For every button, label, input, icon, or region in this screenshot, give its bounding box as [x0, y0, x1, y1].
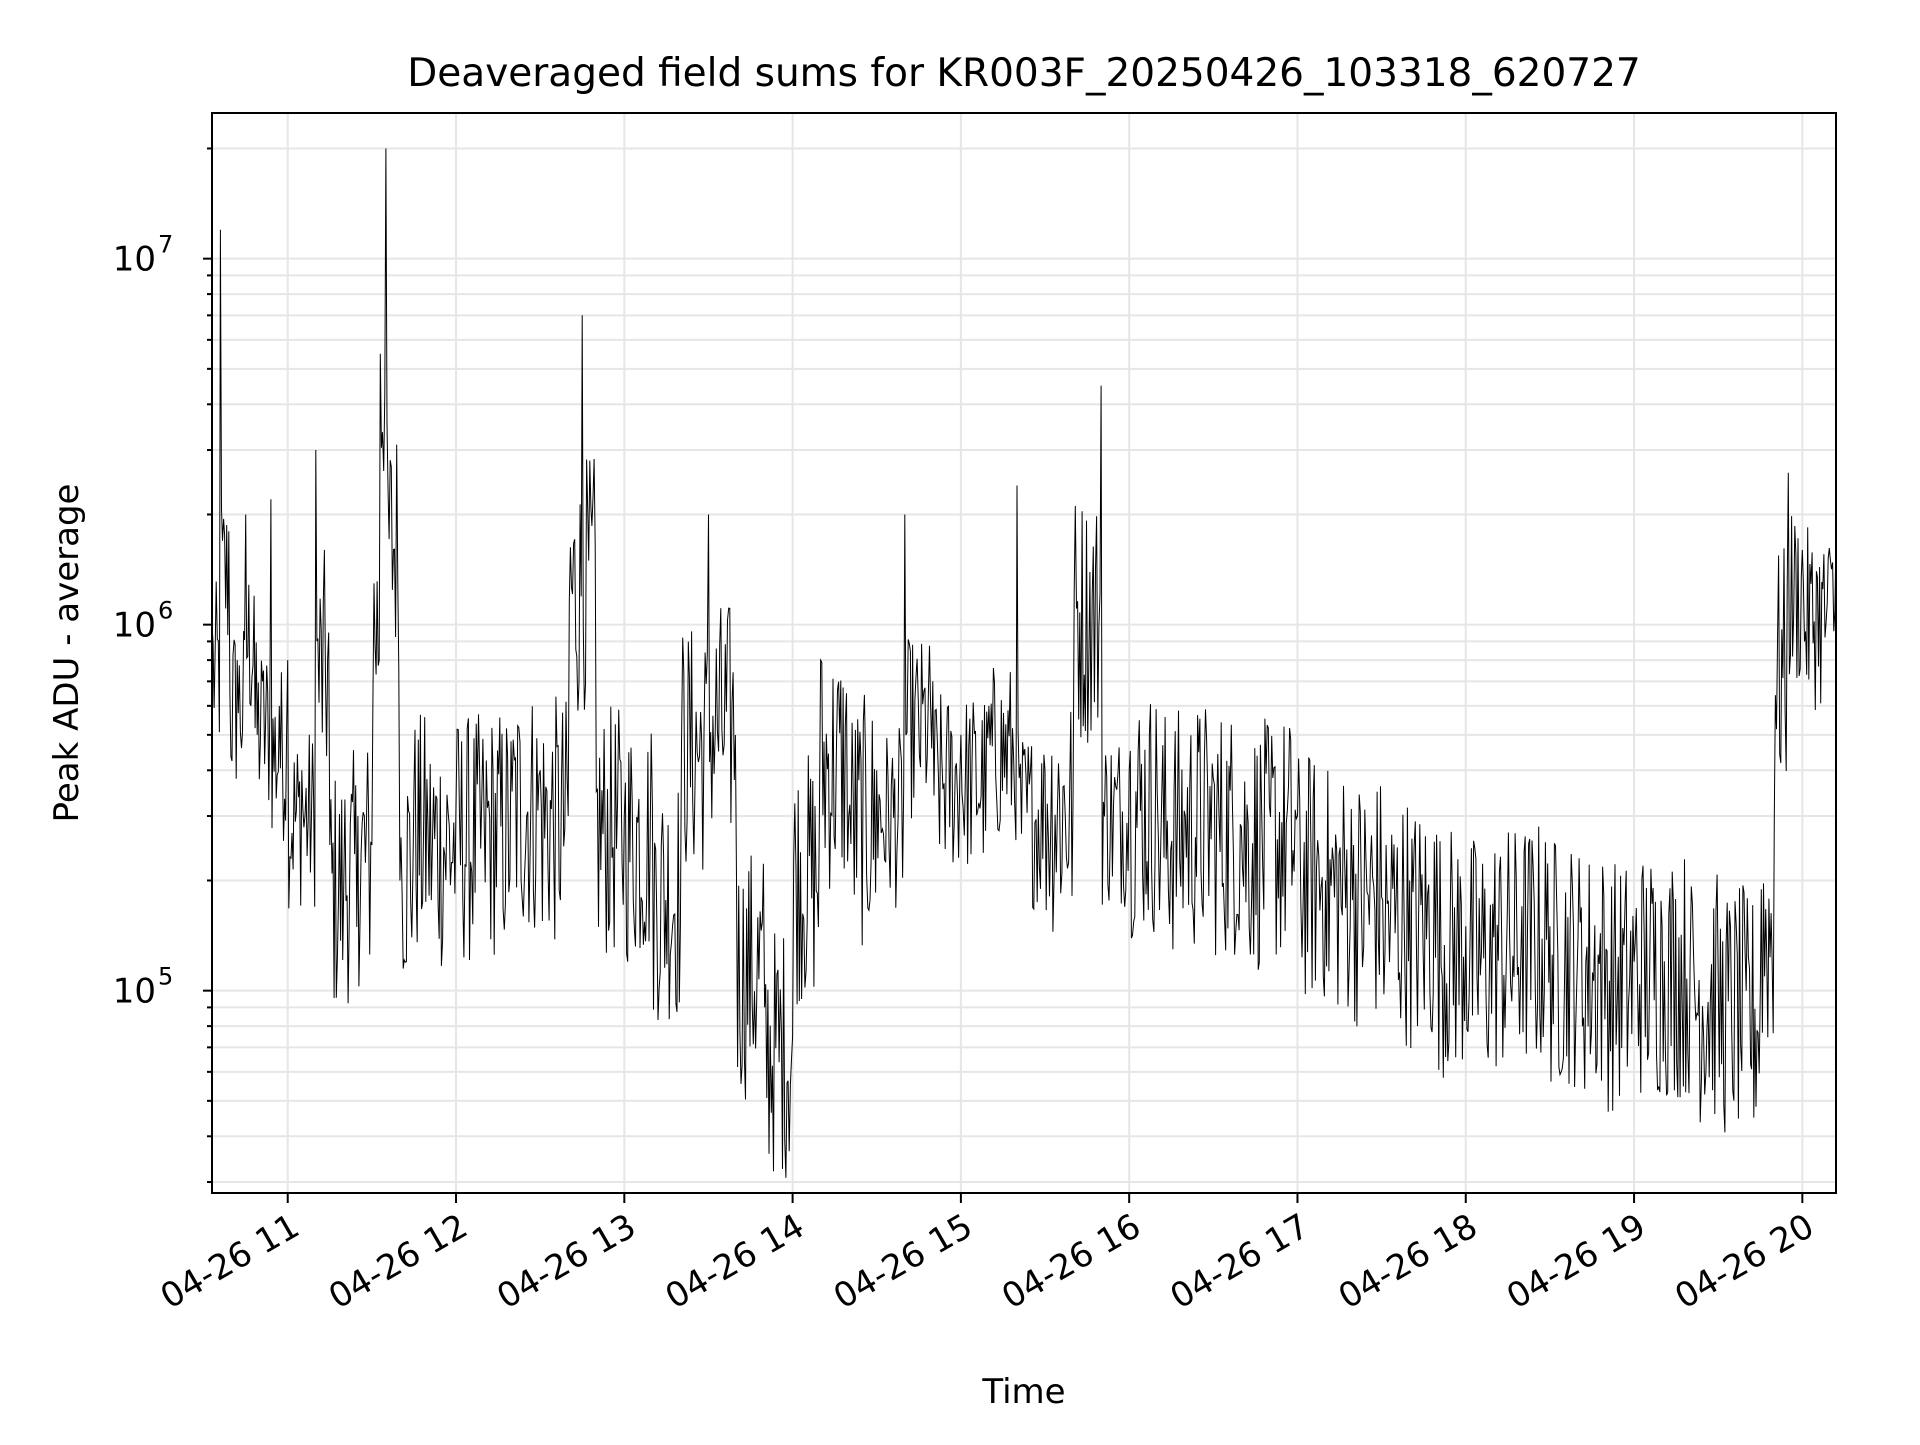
y-tick-exponent: 7: [158, 231, 173, 259]
x-axis-label: Time: [981, 1372, 1065, 1412]
y-tick-exponent: 6: [158, 597, 173, 625]
y-tick-label: 10: [113, 240, 156, 280]
y-tick-label: 10: [113, 606, 156, 646]
y-axis-label: Peak ADU - average: [47, 484, 87, 823]
plot-area-frame: [211, 112, 1837, 1194]
x-gridlines: [286, 113, 1804, 1193]
y-gridlines: [212, 147, 1836, 1184]
plot-area-background: [212, 113, 1836, 1193]
data-series-line: [211, 148, 1837, 1178]
y-tick-exponent: 5: [158, 963, 173, 991]
chart-title: Deaveraged field sums for KR003F_2025042…: [407, 51, 1640, 96]
y-tick-label: 10: [113, 972, 156, 1012]
